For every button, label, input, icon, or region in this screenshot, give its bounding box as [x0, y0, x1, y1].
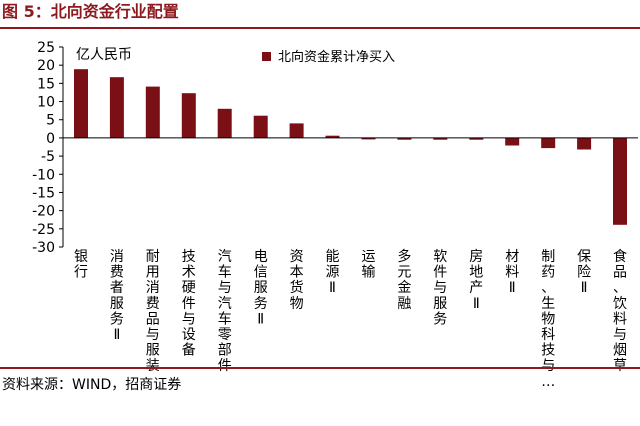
bar	[397, 137, 412, 140]
title-rule	[0, 27, 640, 29]
x-tick-label: 保险 Ⅱ	[577, 249, 591, 296]
bar	[361, 137, 376, 140]
bar	[577, 137, 592, 150]
y-tick-label: 10	[37, 95, 55, 111]
y-tick-label: 15	[37, 76, 55, 92]
y-tick-label: -20	[32, 204, 55, 220]
bar	[541, 137, 556, 149]
x-tick-label: 制药、生物科技与…	[541, 249, 555, 390]
x-tick-label: 技术硬件与设备	[182, 249, 196, 359]
figure-title: 图 5：北向资金行业配置	[2, 2, 179, 21]
bar	[289, 123, 304, 138]
bar	[109, 77, 124, 138]
bar	[613, 137, 627, 225]
source-note: 资料来源：WIND，招商证券	[2, 377, 182, 393]
x-tick-label: 房地产 Ⅱ	[469, 249, 483, 312]
y-tick-label: 0	[46, 131, 55, 147]
x-tick-label: 多元金融	[397, 248, 411, 312]
bar	[433, 137, 448, 140]
y-tick-label: -10	[32, 167, 55, 183]
y-tick-label: 5	[46, 113, 55, 129]
x-tick-label: 食品、饮料与烟草	[613, 248, 627, 374]
bar	[217, 108, 232, 138]
x-tick-label: 电信服务 Ⅱ	[254, 249, 268, 327]
bar	[469, 137, 484, 140]
y-tick-label: 20	[37, 58, 55, 74]
legend: 北向资金累计净买入	[262, 49, 395, 65]
x-tick-label: 资本货物	[290, 249, 304, 312]
bars	[74, 69, 627, 225]
y-tick-label: 25	[37, 40, 55, 56]
source-rule	[0, 367, 640, 369]
x-tick-label: 能源 Ⅱ	[326, 249, 340, 296]
bar	[505, 137, 520, 146]
bar	[181, 93, 196, 138]
x-tick-label: 耐用消费品与服装	[146, 249, 160, 374]
bar	[74, 69, 88, 138]
y-unit-label: 亿人民币	[76, 47, 132, 63]
y-tick-label: -25	[32, 222, 55, 238]
bar	[325, 135, 340, 138]
y-tick-label: -15	[32, 185, 55, 201]
x-tick-label: 材料 Ⅱ	[505, 249, 519, 296]
x-tick-label: 汽车与汽车零部件	[218, 249, 232, 374]
x-tick-label: 银行	[74, 249, 88, 281]
x-tick-label: 软件与服务	[433, 249, 447, 327]
y-tick-label: -5	[41, 149, 55, 165]
legend-swatch	[262, 52, 271, 61]
x-tick-label: 消费者服务 Ⅱ	[110, 249, 124, 343]
y-tick-label: -30	[32, 240, 55, 256]
bar	[253, 115, 268, 138]
y-axis-ticks: 25 20 15 10 5 0 -5 -10 -15 -20 -25 -30	[32, 40, 63, 256]
bar	[145, 86, 160, 138]
x-tick-label: 运输	[362, 249, 376, 281]
legend-label: 北向资金累计净买入	[278, 49, 395, 65]
